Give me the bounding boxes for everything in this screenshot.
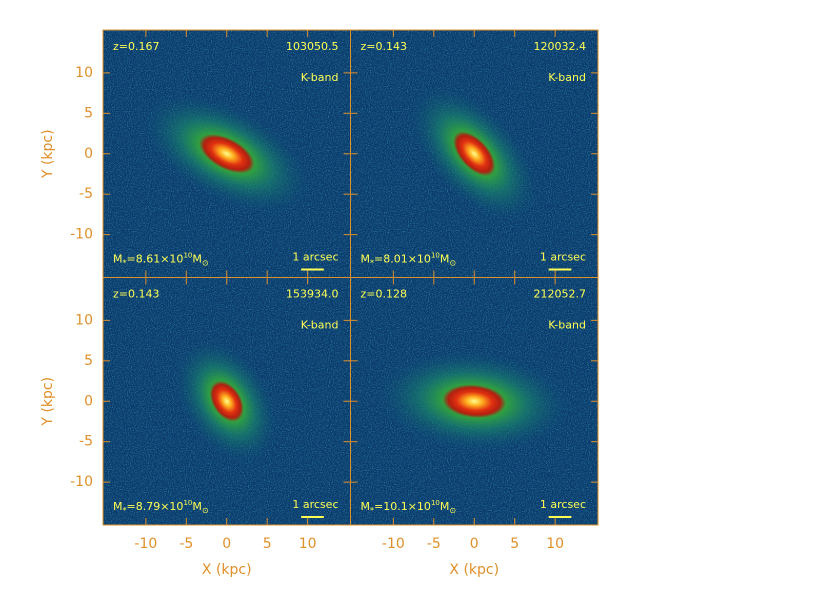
x-tick-label: -5	[179, 536, 193, 552]
x-tick-label: 10	[546, 536, 564, 552]
galaxy	[374, 348, 574, 454]
mass-part: 10	[183, 252, 192, 260]
x-tick-label: 10	[299, 536, 317, 552]
band: K-band	[301, 71, 339, 84]
mass-part: M	[192, 253, 202, 266]
y-tick-label: 0	[84, 146, 93, 162]
mass-part: ×10	[160, 253, 183, 266]
stellar-mass: M*=8.61×1010M⊙	[113, 252, 209, 268]
x-tick-label: 0	[470, 536, 479, 552]
y-tick-label: -5	[79, 186, 93, 202]
mass-part: *	[370, 506, 374, 515]
mass-part: =	[374, 253, 383, 266]
mass-part: ⊙	[449, 258, 456, 267]
redshift: z=0.143	[361, 40, 407, 53]
mass-part: 10.1	[383, 500, 408, 513]
mass-part: M	[440, 500, 450, 513]
stellar-mass: M*=8.01×1010M⊙	[361, 252, 457, 268]
y-tick-label: 10	[75, 65, 93, 81]
y-tick-label: -5	[79, 434, 93, 450]
mass-part: *	[370, 258, 374, 267]
x-tick-label: -10	[382, 536, 405, 552]
x-axis-label: X (kpc)	[449, 562, 499, 578]
galaxy	[173, 337, 280, 466]
y-tick-label: 10	[75, 312, 93, 328]
redshift: z=0.128	[361, 288, 407, 301]
stellar-mass: M*=8.79×1010M⊙	[113, 499, 209, 515]
redshift: z=0.143	[113, 288, 159, 301]
band: K-band	[548, 319, 586, 332]
mass-part: M	[113, 500, 123, 513]
mass-part: =	[127, 500, 136, 513]
mass-part: M	[192, 500, 202, 513]
x-tick-label: -10	[134, 536, 157, 552]
mass-part: =	[127, 253, 136, 266]
galaxy-id: 103050.5	[286, 40, 339, 53]
galaxy	[139, 92, 314, 216]
x-tick-label: 5	[510, 536, 519, 552]
x-tick-label: 5	[263, 536, 272, 552]
mass-part: M	[113, 253, 123, 266]
x-tick-label: -5	[427, 536, 441, 552]
y-axis-label: Y (kpc)	[40, 377, 56, 427]
mass-part: 10	[431, 252, 440, 260]
galaxy	[408, 83, 541, 224]
band: K-band	[301, 319, 339, 332]
galaxy-id: 212052.7	[534, 288, 587, 301]
y-tick-label: -10	[70, 474, 93, 490]
galaxy-id: 120032.4	[534, 40, 587, 53]
panel	[350, 277, 598, 525]
mass-part: 10	[183, 499, 192, 507]
mass-part: ⊙	[202, 506, 209, 515]
mass-part: M	[361, 500, 371, 513]
y-tick-label: 5	[84, 105, 93, 121]
mass-part: *	[123, 506, 127, 515]
x-axis-label: X (kpc)	[202, 562, 252, 578]
scale-bar-label: 1 arcsec	[540, 498, 586, 511]
y-tick-label: 5	[84, 353, 93, 369]
y-tick-label: -10	[70, 227, 93, 243]
mass-part: 8.61	[136, 253, 161, 266]
stellar-mass: M*=10.1×1010M⊙	[361, 499, 457, 515]
mass-part: M	[440, 253, 450, 266]
mass-part: =	[374, 500, 383, 513]
panel	[103, 30, 351, 278]
mass-part: ×10	[160, 500, 183, 513]
mass-part: 8.79	[136, 500, 161, 513]
mass-part: ⊙	[449, 506, 456, 515]
scale-bar-label: 1 arcsec	[292, 251, 338, 264]
mass-part: 8.01	[383, 253, 408, 266]
y-tick-label: 0	[84, 393, 93, 409]
mass-part: ⊙	[202, 258, 209, 267]
scale-bar-label: 1 arcsec	[292, 498, 338, 511]
mass-part: ×10	[408, 253, 431, 266]
y-axis-label: Y (kpc)	[40, 129, 56, 179]
mass-part: 10	[431, 499, 440, 507]
redshift: z=0.167	[113, 40, 159, 53]
band: K-band	[548, 71, 586, 84]
x-tick-label: 0	[222, 536, 231, 552]
panel	[103, 277, 351, 525]
mass-part: M	[361, 253, 371, 266]
panel	[350, 30, 598, 278]
galaxy-id: 153934.0	[286, 288, 339, 301]
scale-bar-label: 1 arcsec	[540, 251, 586, 264]
mass-part: *	[123, 258, 127, 267]
mass-part: ×10	[408, 500, 431, 513]
